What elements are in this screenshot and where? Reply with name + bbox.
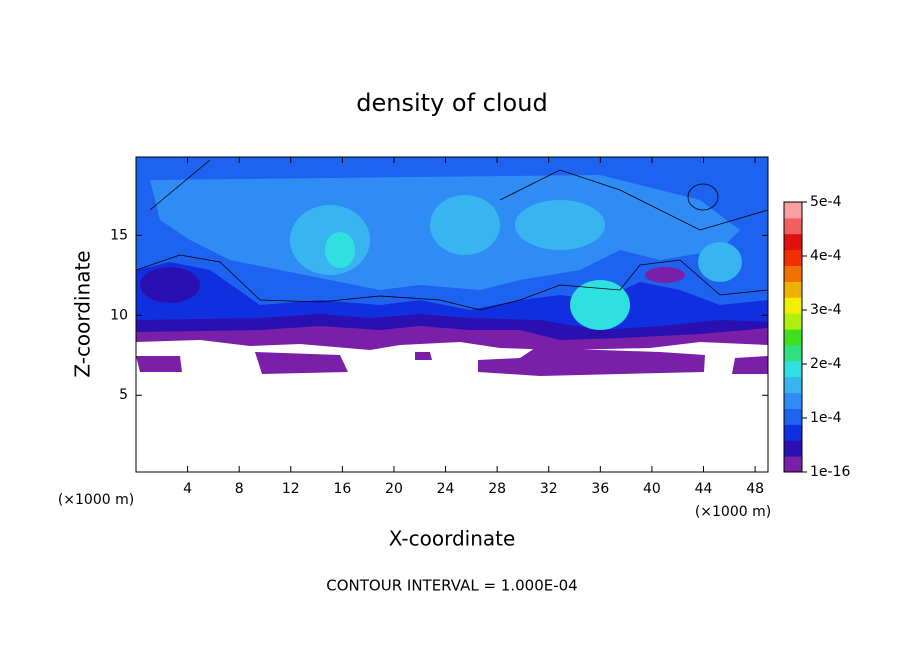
y-tick-label: 5 (119, 387, 128, 403)
y-tick-label: 15 (110, 227, 128, 243)
colorbar-segment (784, 440, 802, 457)
x-tick-label: 8 (235, 481, 244, 497)
x-unit-label: (×1000 m) (58, 492, 134, 508)
colorbar-tick-label: 1e-16 (810, 464, 850, 480)
x-tick-label: 24 (437, 481, 455, 497)
x-tick-label: 4 (183, 481, 192, 497)
colorbar-tick-label: 4e-4 (810, 248, 842, 264)
colorbar-segment (784, 392, 802, 409)
x-tick-label: 36 (591, 481, 609, 497)
y-tick-label: 10 (110, 307, 128, 323)
colorbar-segment (784, 233, 802, 251)
colorbar-segment (784, 297, 802, 314)
colorbar-segment (784, 360, 802, 378)
colorbar-segment (784, 313, 802, 330)
colorbar-segment (784, 408, 802, 425)
x-tick-label: 12 (282, 481, 300, 497)
x-tick-label: 44 (695, 481, 713, 497)
colorbar-tick-label: 1e-4 (810, 410, 842, 426)
colorbar-segment (784, 424, 802, 441)
colorbar-segment (784, 329, 802, 346)
x-tick-label: 16 (333, 481, 351, 497)
x-unit-label: (×1000 m) (695, 504, 771, 520)
colorbar-segment (784, 265, 802, 282)
colorbar-segment (784, 456, 802, 473)
colorbar-tick-label: 3e-4 (810, 302, 842, 318)
colorbar-segment (784, 344, 802, 362)
footer-note: CONTOUR INTERVAL = 1.000E-04 (326, 577, 577, 595)
colorbar-segment (784, 202, 802, 219)
colorbar-segment (784, 376, 802, 394)
x-axis-title: X-coordinate (389, 527, 516, 551)
x-tick-label: 40 (643, 481, 661, 497)
x-tick-label: 28 (488, 481, 506, 497)
chart-title: density of cloud (356, 89, 547, 117)
x-tick-label: 32 (540, 481, 558, 497)
plot-frame (135, 156, 769, 473)
x-tick-label: 48 (746, 481, 764, 497)
colorbar-tick-label: 2e-4 (810, 356, 842, 372)
contour-field (136, 157, 768, 472)
colorbar-frame (783, 201, 803, 473)
x-tick-label: 20 (385, 481, 403, 497)
colorbar-segment (784, 281, 802, 298)
colorbar-tick-label: 5e-4 (810, 194, 842, 210)
colorbar-segment (784, 249, 802, 267)
colorbar-segment (784, 217, 802, 235)
y-axis-title: Z-coordinate (71, 250, 95, 377)
